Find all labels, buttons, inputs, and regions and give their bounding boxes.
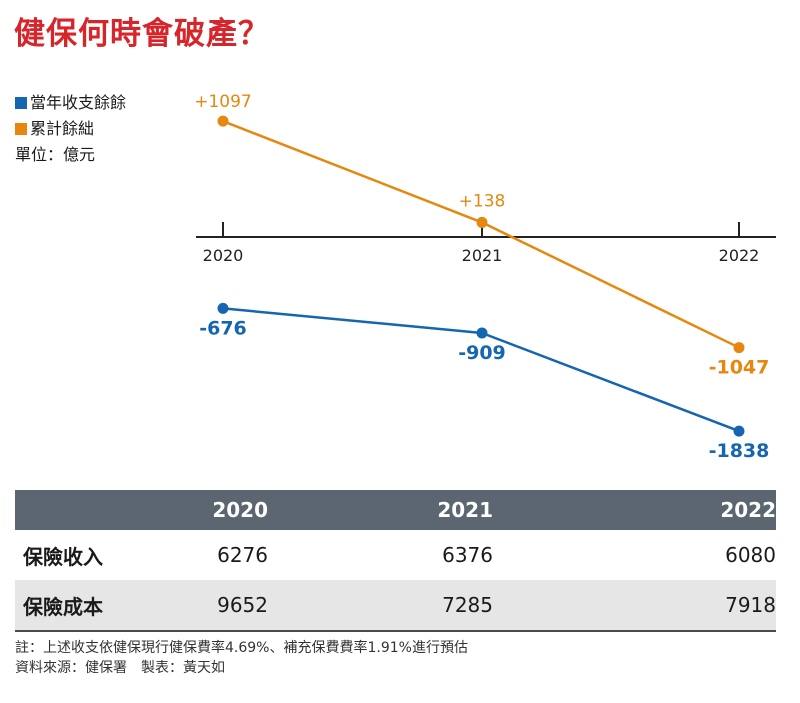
table-cell: 7285 bbox=[442, 593, 493, 617]
legend-item-annual: 當年收支餘餘 bbox=[15, 90, 126, 116]
legend-swatch-blue bbox=[15, 97, 27, 109]
table-header-2020: 2020 bbox=[212, 498, 268, 522]
data-point bbox=[476, 216, 488, 228]
data-label: -909 bbox=[458, 342, 506, 364]
table-header-2021: 2021 bbox=[437, 498, 493, 522]
table-row-cost: 保險成本 9652 7285 7918 bbox=[15, 580, 776, 632]
data-table: 2020 2021 2022 保險收入 6276 6376 6080 保險成本 … bbox=[15, 490, 776, 632]
table-cell: 6276 bbox=[217, 543, 268, 567]
data-label: +1097 bbox=[194, 92, 252, 112]
data-point bbox=[733, 425, 745, 437]
source-credit: 資料來源：健保署 製表：黃天如 bbox=[15, 660, 225, 676]
table-cell: 6376 bbox=[442, 543, 493, 567]
data-point bbox=[733, 342, 745, 354]
table-cell: 9652 bbox=[217, 593, 268, 617]
unit-label: 單位：億元 bbox=[15, 145, 96, 164]
row-label: 保險收入 bbox=[23, 544, 103, 569]
x-tick-label: 2020 bbox=[203, 246, 244, 265]
data-point bbox=[476, 327, 488, 339]
legend-label-annual: 當年收支餘餘 bbox=[30, 93, 127, 112]
data-point bbox=[217, 302, 229, 314]
footnote: 註：上述收支依健保現行健保費率4.69%、補充保費費率1.91%進行預估 bbox=[15, 640, 468, 656]
data-label: -676 bbox=[199, 317, 247, 339]
series-line bbox=[222, 307, 740, 433]
page-title: 健保何時會破產？ bbox=[14, 16, 270, 52]
data-label: -1047 bbox=[709, 357, 770, 379]
table-cell: 7918 bbox=[725, 593, 776, 617]
row-label: 保險成本 bbox=[23, 594, 103, 619]
legend-item-cumulative: 累計餘絀 bbox=[15, 116, 126, 142]
x-tick-label: 2022 bbox=[719, 246, 760, 265]
table-cell: 6080 bbox=[725, 543, 776, 567]
data-point bbox=[217, 115, 229, 127]
legend-label-cumulative: 累計餘絀 bbox=[30, 119, 95, 138]
table-header: 2020 2021 2022 bbox=[15, 490, 776, 530]
legend: 當年收支餘餘 累計餘絀 單位：億元 bbox=[15, 90, 126, 168]
data-label: +138 bbox=[459, 191, 506, 211]
x-tick-label: 2021 bbox=[462, 246, 503, 265]
footnotes: 註：上述收支依健保現行健保費率4.69%、補充保費費率1.91%進行預估 資料來… bbox=[15, 638, 468, 678]
table-header-2022: 2022 bbox=[720, 498, 776, 522]
legend-swatch-orange bbox=[15, 123, 27, 135]
line-chart: 2020 2021 2022 +1097 +138 -1047 -676 -909 -1838 bbox=[194, 92, 776, 462]
table-row-income: 保險收入 6276 6376 6080 bbox=[15, 530, 776, 580]
data-label: -1838 bbox=[709, 440, 770, 462]
